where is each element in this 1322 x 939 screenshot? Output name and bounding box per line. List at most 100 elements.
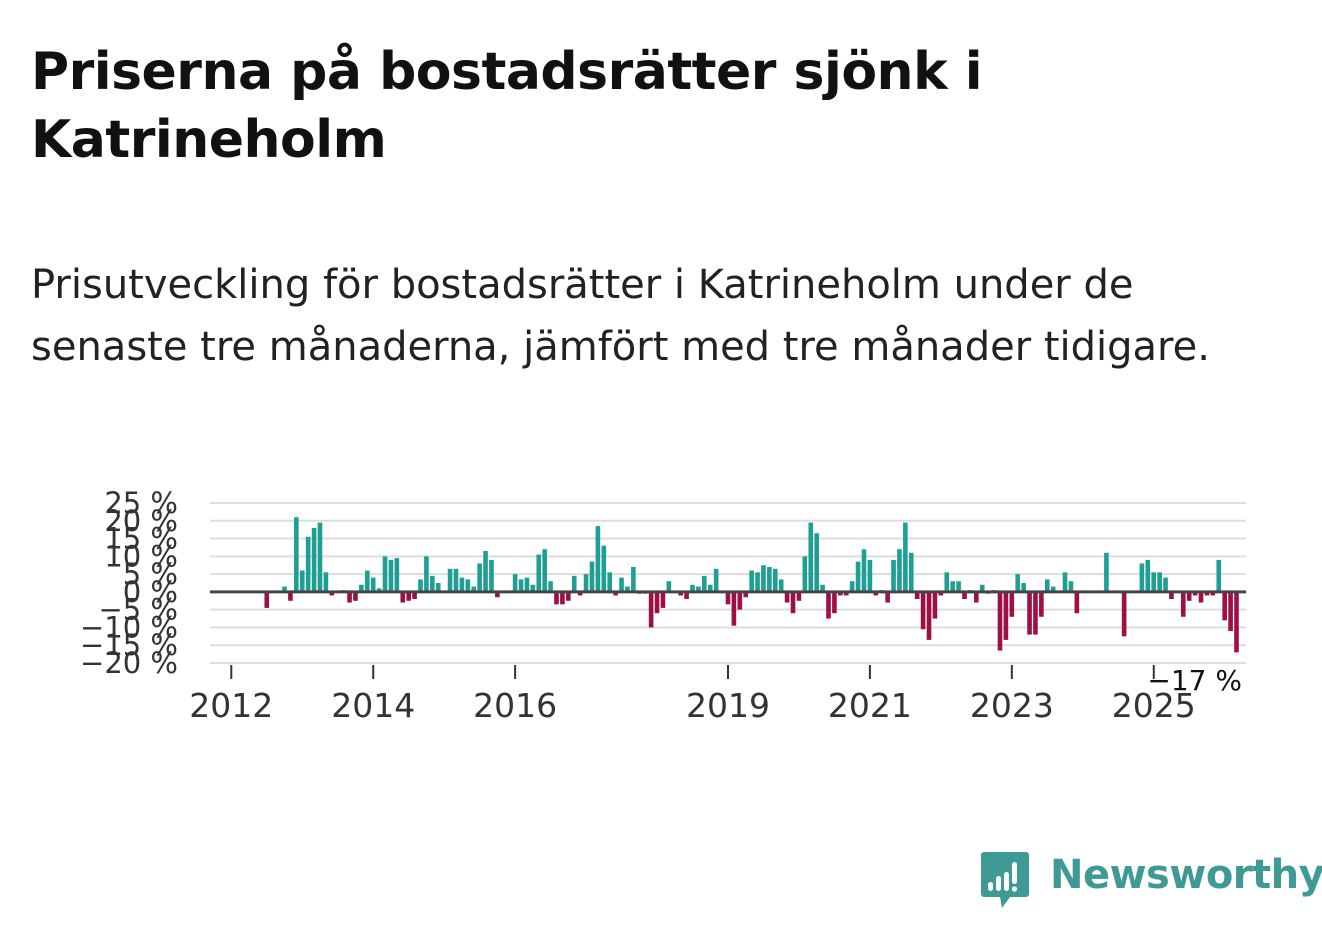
bar [1104,552,1109,592]
bar [489,559,494,592]
bar [1145,559,1151,592]
bar [908,552,914,592]
y-tick-label: −20 % [80,646,178,680]
bar [323,572,329,592]
bar [418,579,423,592]
bar [1186,591,1192,601]
y-tick-label: −10 % [80,610,178,644]
bar [435,583,441,592]
bar [294,517,299,592]
bar [808,522,814,592]
bar [560,591,565,605]
bar [713,568,719,592]
bar [855,561,861,592]
x-tick-label: 2019 [686,686,770,725]
bar [725,591,731,605]
bar [364,570,370,592]
bar [920,591,926,630]
bar [370,577,376,592]
y-axis-labels: −20 %−15 %−10 %−5 %0 %5 %10 %15 %20 %25 … [80,486,178,680]
bar [932,591,938,619]
bar [595,526,601,592]
bar [459,577,465,592]
y-tick-label: −5 % [98,593,178,627]
bar [1027,591,1032,635]
bar [394,558,400,592]
bar [814,533,819,592]
gridlines [210,502,1246,664]
y-tick-label: 20 % [104,504,178,538]
bar [702,575,707,592]
bar [347,591,352,603]
bar [1198,591,1204,603]
bar [512,574,518,592]
bar [518,579,524,592]
x-tick-label: 2016 [473,686,557,725]
bar [406,591,411,601]
bar [660,591,666,608]
bar [648,591,654,628]
bar [849,581,855,592]
bar [424,556,429,592]
bar [826,591,831,619]
bar [625,586,630,592]
y-tick-label: 0 % [123,575,178,609]
y-tick-label: −15 % [80,628,178,662]
bar [329,591,335,596]
bar [619,577,624,592]
bar [820,584,825,592]
bar [631,567,636,592]
bar [1039,591,1044,617]
y-tick-label: 25 % [104,486,178,520]
bar [589,561,595,592]
bar [1062,572,1068,592]
bar [897,549,902,592]
bar [1044,579,1050,592]
bar [571,575,577,592]
bar [359,584,364,592]
bar [832,591,837,614]
bar [997,591,1003,651]
bar [1204,591,1210,596]
bar [761,565,766,592]
bar [778,579,784,592]
bar [1192,591,1198,596]
bar [495,591,500,598]
bar [554,591,559,605]
bar [861,549,867,592]
bar [566,591,571,601]
bar [1003,591,1009,640]
bar [666,581,672,592]
bar [772,568,778,592]
brand-name: Newsworthy [1050,852,1322,898]
bar [1228,591,1233,631]
bar [838,591,843,596]
bar [755,572,760,592]
bar [601,545,607,592]
bar [1169,591,1174,599]
bar [684,591,689,599]
x-tick-label: 2021 [828,686,912,725]
bar [548,581,553,592]
bar [583,574,589,592]
bar [707,584,713,592]
bar [1033,591,1038,635]
bar [264,591,270,608]
bar [796,591,802,601]
bar [1074,591,1080,614]
bars [264,517,1239,653]
y-tick-label: 15 % [104,522,178,556]
bar [956,581,961,592]
bar [542,549,547,592]
bar [914,591,920,599]
bar [678,591,683,596]
bar [731,591,737,626]
y-tick-label: 10 % [104,539,178,573]
bar [376,588,382,592]
bar-chart: −20 %−15 %−10 %−5 %0 %5 %10 %15 %20 %25 … [80,486,1246,725]
bar [412,591,417,599]
bar [536,554,542,592]
bar [903,522,908,592]
bar [743,591,749,598]
bar [483,551,488,592]
